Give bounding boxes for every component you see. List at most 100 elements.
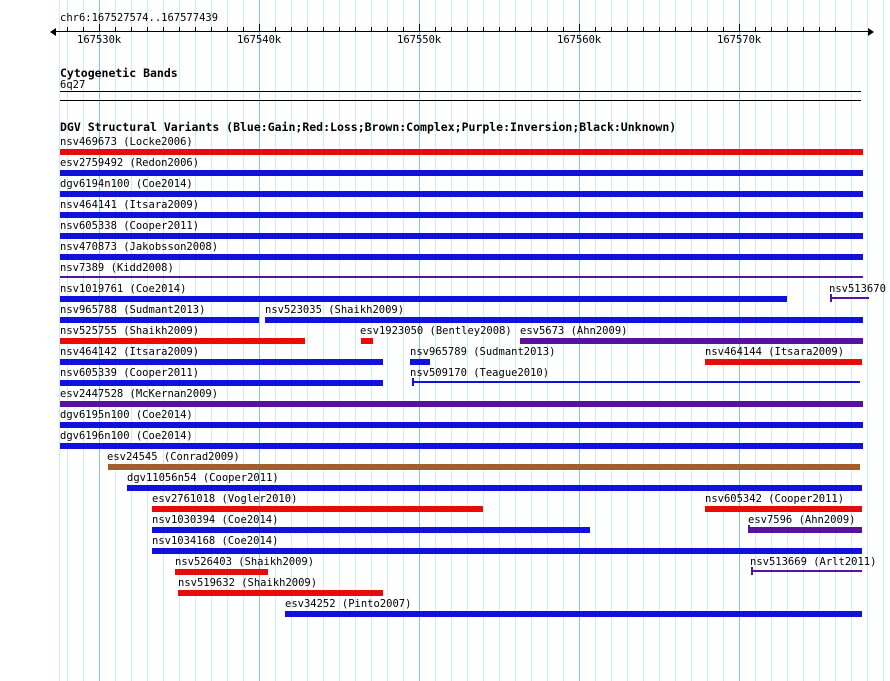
variant-bar[interactable] xyxy=(60,254,863,260)
variant-label[interactable]: esv2447528 (McKernan2009) xyxy=(60,388,219,400)
ruler-minor-tick xyxy=(515,27,516,32)
variant-label[interactable]: nsv464141 (Itsara2009) xyxy=(60,199,200,211)
ruler-minor-tick xyxy=(451,27,452,32)
ruler-tick-label: 167540k xyxy=(237,34,282,46)
track-separator-line xyxy=(60,100,861,101)
variant-bar[interactable] xyxy=(60,443,863,449)
variant-line[interactable] xyxy=(60,276,863,278)
minor-gridline xyxy=(387,0,388,681)
variant-bar[interactable] xyxy=(60,212,863,218)
variant-bar[interactable] xyxy=(410,359,430,365)
ruler-minor-tick xyxy=(339,27,340,32)
ruler-minor-tick xyxy=(483,27,484,32)
variant-label[interactable]: nsv509170 (Teague2010) xyxy=(410,367,550,379)
variant-end-tick xyxy=(751,567,753,575)
variant-bar[interactable] xyxy=(60,149,863,155)
variant-bar[interactable] xyxy=(60,380,383,386)
variant-label[interactable]: nsv526403 (Shaikh2009) xyxy=(175,556,315,568)
variant-bar[interactable] xyxy=(705,506,862,512)
variant-label[interactable]: esv5673 (Ahn2009) xyxy=(520,325,628,337)
variant-label[interactable]: esv34252 (Pinto2007) xyxy=(285,598,412,610)
variant-label[interactable]: nsv464142 (Itsara2009) xyxy=(60,346,200,358)
minor-gridline xyxy=(515,0,516,681)
variant-bar[interactable] xyxy=(60,170,863,176)
variant-bar[interactable] xyxy=(175,569,268,575)
variant-bar[interactable] xyxy=(108,464,860,470)
ruler-minor-tick xyxy=(707,27,708,32)
variant-label[interactable]: esv2759492 (Redon2006) xyxy=(60,157,200,169)
ruler-minor-tick xyxy=(691,27,692,32)
ruler-minor-tick xyxy=(531,27,532,32)
variant-bar[interactable] xyxy=(520,338,863,344)
variant-bar[interactable] xyxy=(705,359,862,365)
variant-bar[interactable] xyxy=(265,317,863,323)
variant-bar[interactable] xyxy=(60,317,259,323)
variant-label[interactable]: nsv464144 (Itsara2009) xyxy=(705,346,845,358)
minor-gridline xyxy=(451,0,452,681)
variant-label[interactable]: esv2761018 (Vogler2010) xyxy=(152,493,298,505)
variant-bar[interactable] xyxy=(152,527,590,533)
variant-bar[interactable] xyxy=(60,338,305,344)
variant-label[interactable]: dgv6194n100 (Coe2014) xyxy=(60,178,193,190)
ruler-major-tick xyxy=(419,24,420,32)
variant-label[interactable]: nsv605342 (Cooper2011) xyxy=(705,493,845,505)
cytoband-bar[interactable] xyxy=(60,91,861,92)
variant-label[interactable]: esv7596 (Ahn2009) xyxy=(748,514,856,526)
ruler-minor-tick xyxy=(387,27,388,32)
variant-bar[interactable] xyxy=(60,191,863,197)
variant-label[interactable]: nsv965789 (Sudmant2013) xyxy=(410,346,556,358)
minor-gridline xyxy=(59,0,60,681)
variant-label[interactable]: nsv523035 (Shaikh2009) xyxy=(265,304,405,316)
variant-bar[interactable] xyxy=(285,611,862,617)
variant-bar[interactable] xyxy=(127,485,862,491)
variant-bar[interactable] xyxy=(60,296,787,302)
variant-label[interactable]: nsv519632 (Shaikh2009) xyxy=(178,577,318,589)
variant-label[interactable]: nsv605338 (Cooper2011) xyxy=(60,220,200,232)
variant-label[interactable]: dgv6196n100 (Coe2014) xyxy=(60,430,193,442)
variant-label[interactable]: nsv525755 (Shaikh2009) xyxy=(60,325,200,337)
variant-bar[interactable] xyxy=(60,359,383,365)
ruler-minor-tick xyxy=(67,27,68,32)
variant-label[interactable]: nsv1034168 (Coe2014) xyxy=(152,535,279,547)
variant-label[interactable]: nsv513670 xyxy=(829,283,886,295)
variant-label[interactable]: esv1923050 (Bentley2008) xyxy=(360,325,512,337)
variant-line[interactable] xyxy=(830,297,869,299)
variant-label[interactable]: nsv1030394 (Coe2014) xyxy=(152,514,279,526)
variant-label[interactable]: nsv513669 (Arlt2011) xyxy=(750,556,877,568)
variant-bar[interactable] xyxy=(60,422,863,428)
variant-label[interactable]: nsv965788 (Sudmant2013) xyxy=(60,304,206,316)
ruler-left-arrow-icon xyxy=(50,28,56,36)
variant-bar[interactable] xyxy=(178,590,383,596)
region-title: chr6:167527574..167577439 xyxy=(60,12,219,24)
ruler-minor-tick xyxy=(403,27,404,32)
variant-label[interactable]: esv24545 (Conrad2009) xyxy=(107,451,240,463)
ruler-minor-tick xyxy=(83,27,84,32)
variant-bar[interactable] xyxy=(152,506,483,512)
variant-label[interactable]: nsv469673 (Locke2006) xyxy=(60,136,193,148)
cytoband-label[interactable]: 6q27 xyxy=(60,79,86,91)
variant-label[interactable]: nsv605339 (Cooper2011) xyxy=(60,367,200,379)
variant-line[interactable] xyxy=(751,570,862,572)
minor-gridline xyxy=(323,0,324,681)
ruler-tick-label: 167550k xyxy=(397,34,442,46)
variant-label[interactable]: dgv11056n54 (Cooper2011) xyxy=(127,472,279,484)
variant-label[interactable]: nsv470873 (Jakobsson2008) xyxy=(60,241,219,253)
variant-end-tick xyxy=(748,525,750,533)
variant-line[interactable] xyxy=(412,381,860,383)
ruler-tick-label: 167570k xyxy=(717,34,762,46)
ruler-minor-tick xyxy=(659,27,660,32)
variant-bar[interactable] xyxy=(60,401,863,407)
variant-bar[interactable] xyxy=(60,233,863,239)
variant-bar[interactable] xyxy=(748,527,862,533)
variant-label[interactable]: nsv1019761 (Coe2014) xyxy=(60,283,187,295)
ruler-minor-tick xyxy=(771,27,772,32)
minor-gridline xyxy=(499,0,500,681)
variant-bar[interactable] xyxy=(361,338,373,344)
ruler-minor-tick xyxy=(787,27,788,32)
variant-bar[interactable] xyxy=(152,548,862,554)
ruler-minor-tick xyxy=(627,27,628,32)
variant-label[interactable]: dgv6195n100 (Coe2014) xyxy=(60,409,193,421)
variant-label[interactable]: nsv7389 (Kidd2008) xyxy=(60,262,174,274)
minor-gridline xyxy=(403,0,404,681)
